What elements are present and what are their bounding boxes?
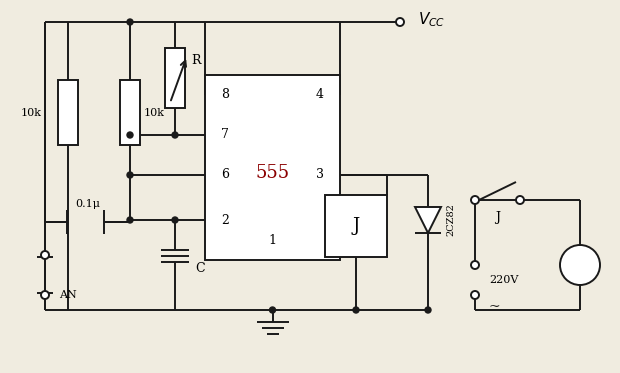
Text: 2: 2 xyxy=(221,213,229,226)
Circle shape xyxy=(560,245,600,285)
Text: ~: ~ xyxy=(489,300,500,314)
Circle shape xyxy=(353,307,359,313)
Bar xyxy=(205,75,340,260)
Polygon shape xyxy=(415,207,441,233)
Text: 10k: 10k xyxy=(21,107,42,117)
Text: 3: 3 xyxy=(316,169,324,182)
Text: 2CZ82: 2CZ82 xyxy=(446,204,455,236)
Circle shape xyxy=(425,307,431,313)
Text: J: J xyxy=(495,211,500,225)
Circle shape xyxy=(127,132,133,138)
Circle shape xyxy=(127,217,133,223)
Text: 1: 1 xyxy=(268,233,277,247)
Text: 0.1μ: 0.1μ xyxy=(75,199,100,209)
Circle shape xyxy=(270,307,275,313)
Circle shape xyxy=(172,217,178,223)
Text: R: R xyxy=(191,53,200,66)
Text: AN: AN xyxy=(59,290,77,300)
Circle shape xyxy=(127,19,133,25)
Text: 555: 555 xyxy=(255,163,290,182)
Circle shape xyxy=(516,196,524,204)
Text: C: C xyxy=(195,261,205,275)
Text: 220V: 220V xyxy=(489,275,518,285)
Bar xyxy=(325,195,387,257)
Text: 7: 7 xyxy=(221,129,229,141)
Text: J: J xyxy=(352,217,360,235)
Text: $\it{V}_{CC}$: $\it{V}_{CC}$ xyxy=(418,11,445,29)
Circle shape xyxy=(471,261,479,269)
Circle shape xyxy=(471,196,479,204)
Circle shape xyxy=(471,291,479,299)
Text: 10k: 10k xyxy=(144,107,165,117)
Circle shape xyxy=(127,172,133,178)
Circle shape xyxy=(41,251,49,259)
Bar xyxy=(165,48,185,108)
Bar xyxy=(58,80,78,145)
Bar xyxy=(120,80,140,145)
Circle shape xyxy=(41,291,49,299)
Text: 6: 6 xyxy=(221,169,229,182)
Circle shape xyxy=(396,18,404,26)
Text: 4: 4 xyxy=(316,88,324,101)
Text: 8: 8 xyxy=(221,88,229,101)
Circle shape xyxy=(172,132,178,138)
